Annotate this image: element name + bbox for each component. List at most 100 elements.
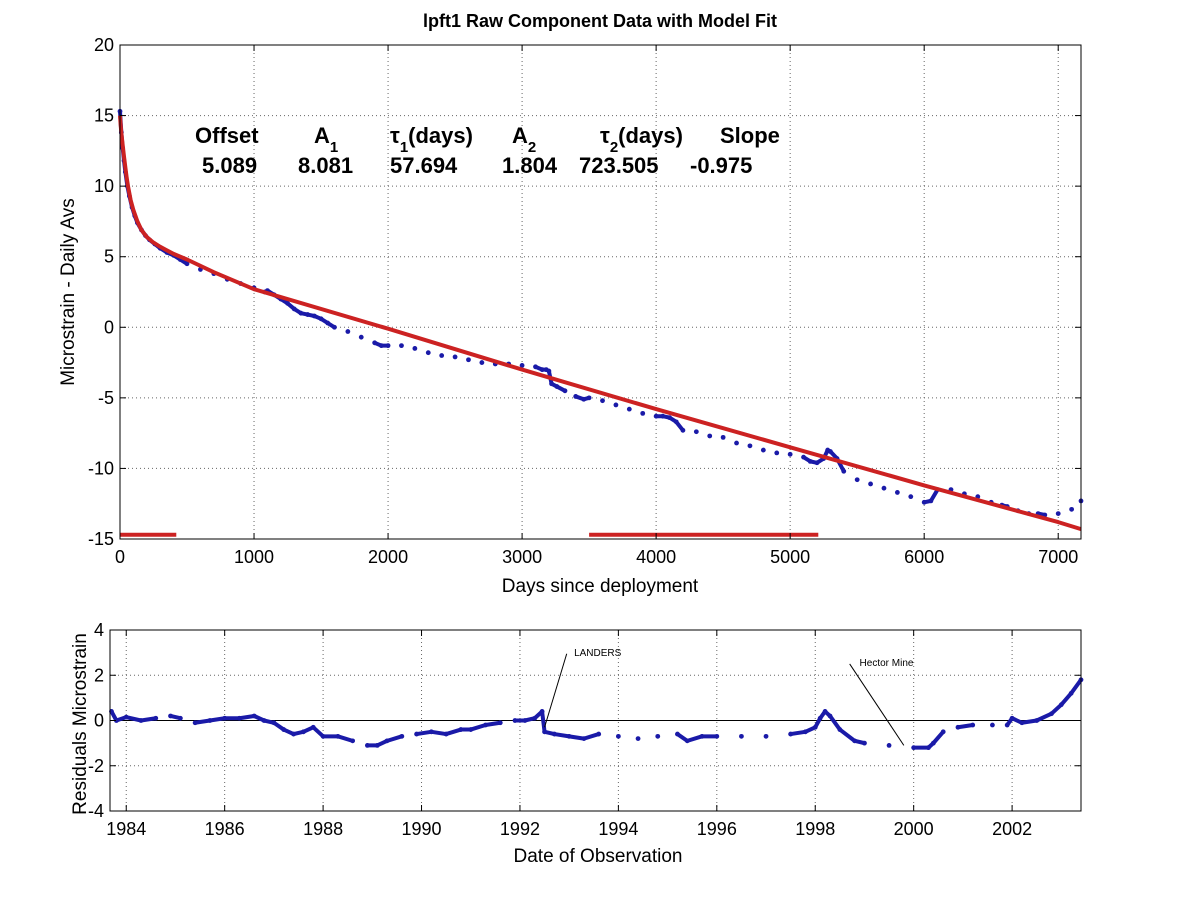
y-tick-label: -10 (88, 458, 114, 478)
chart-title: lpft1 Raw Component Data with Model Fit (423, 11, 777, 31)
data-point (970, 722, 976, 728)
data-point (720, 434, 726, 440)
x-tick-label: 4000 (636, 547, 676, 567)
data-point (714, 733, 720, 739)
data-trace-segment (124, 715, 144, 723)
parameter-value: 1.804 (502, 153, 558, 178)
data-trace-segment (483, 720, 503, 728)
data-point (655, 733, 661, 739)
data-point (693, 429, 699, 435)
data-trace-segment (139, 716, 158, 723)
bottom-y-axis-label: Residuals Microstrain (70, 633, 91, 815)
parameter-value: 723.505 (579, 153, 659, 178)
data-point (640, 410, 646, 416)
x-tick-label: 0 (115, 547, 125, 567)
data-point (399, 343, 404, 349)
x-tick-label: 7000 (1038, 547, 1078, 567)
data-point (908, 494, 914, 500)
data-point (385, 343, 391, 349)
bottom-series (109, 677, 1084, 751)
x-tick-label: 1988 (303, 819, 343, 839)
data-trace-segment (468, 723, 488, 732)
annotation-leader-line (849, 663, 905, 746)
data-point (562, 388, 568, 394)
data-point (680, 427, 686, 433)
parameter-value: 57.694 (390, 153, 458, 178)
data-point (332, 324, 337, 330)
data-trace-segment (931, 729, 946, 746)
data-trace-segment (837, 727, 857, 743)
top-x-axis-label: Days since deployment (502, 576, 699, 597)
top-plot-background (120, 45, 1081, 539)
data-point (854, 477, 860, 483)
data-point (841, 468, 847, 474)
data-point (439, 353, 445, 358)
data-point (626, 406, 632, 412)
data-point (358, 334, 364, 340)
y-tick-label: 4 (94, 620, 104, 640)
data-point (452, 354, 458, 360)
parameter-header-symbol: Slope (720, 123, 780, 148)
y-tick-label: 0 (104, 317, 114, 337)
y-tick-label: -2 (88, 756, 104, 776)
data-point (774, 450, 780, 456)
y-tick-label: 10 (94, 176, 114, 196)
data-trace-segment (955, 723, 975, 730)
data-point (886, 742, 892, 748)
parameter-header: Offset (195, 123, 259, 148)
data-trace-segment (581, 732, 601, 741)
data-trace-segment (237, 713, 257, 721)
parameter-header-suffix: (days) (618, 123, 683, 148)
parameter-header-subscript: 2 (610, 139, 618, 156)
x-tick-label: 6000 (904, 547, 944, 567)
data-point (497, 720, 503, 726)
y-tick-label: 20 (94, 35, 114, 55)
x-tick-label: 1984 (106, 819, 146, 839)
data-trace-segment (335, 734, 355, 743)
data-trace-segment (444, 727, 463, 737)
data-point (894, 490, 900, 495)
bottom-x-axis-label: Date of Observation (514, 846, 683, 867)
y-tick-label: 15 (94, 106, 114, 126)
x-tick-label: 1994 (598, 819, 638, 839)
data-trace-segment (552, 732, 572, 739)
data-point (596, 731, 602, 737)
data-point (177, 715, 183, 721)
data-point (615, 733, 621, 739)
data-point (747, 443, 753, 449)
data-point (600, 398, 605, 404)
y-tick-label: 2 (94, 665, 104, 685)
model-fit-line (118, 115, 1082, 532)
parameter-header-symbol: τ (390, 123, 400, 148)
data-trace-segment (414, 729, 434, 737)
annotation-leader-line (544, 653, 568, 728)
parameter-value: 5.089 (202, 153, 257, 178)
x-tick-label: 1996 (697, 819, 737, 839)
y-tick-label: -5 (98, 388, 114, 408)
data-point (345, 329, 351, 334)
data-point (707, 433, 713, 439)
data-point (153, 715, 159, 721)
parameter-header-subscript: 1 (400, 139, 408, 156)
data-point (862, 740, 867, 746)
data-point (1069, 506, 1075, 512)
data-point (763, 733, 769, 739)
top-plot-frame (119, 44, 1082, 540)
data-point (990, 722, 995, 728)
data-point (739, 733, 744, 739)
data-trace-segment (828, 713, 842, 732)
parameter-header: τ1(days) (390, 123, 473, 156)
data-trace-segment (193, 718, 212, 725)
data-point (399, 733, 405, 739)
data-trace-segment (1034, 711, 1054, 723)
data-point (734, 440, 739, 446)
data-point (787, 451, 793, 457)
parameter-header-symbol: Offset (195, 123, 259, 148)
y-tick-label: 5 (104, 247, 114, 267)
x-tick-label: 2002 (992, 819, 1032, 839)
data-point (868, 481, 873, 487)
data-point (350, 738, 356, 744)
parameter-value: -0.975 (690, 153, 752, 178)
